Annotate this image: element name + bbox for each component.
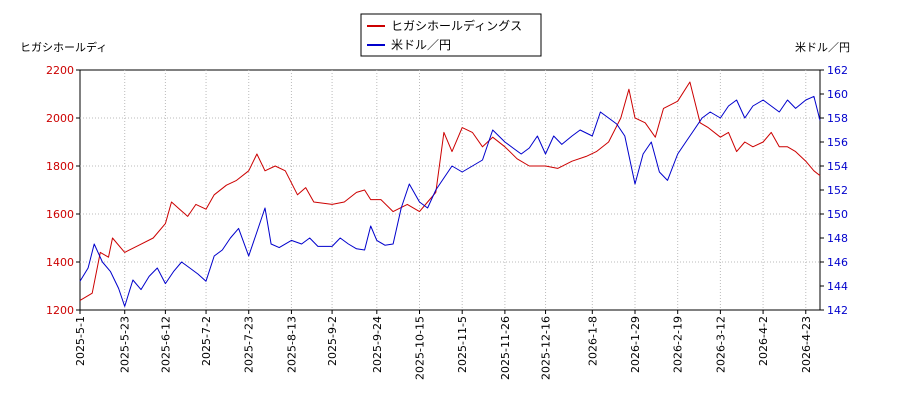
x-tick-label: 2025-9-2 — [326, 316, 339, 366]
right-tick-label: 160 — [827, 88, 848, 101]
legend: ヒガシホールディングス 米ドル／円 — [360, 13, 542, 57]
right-tick-label: 162 — [827, 64, 848, 77]
right-tick-label: 156 — [827, 136, 848, 149]
x-tick-label: 2025-7-2 — [200, 316, 213, 366]
x-tick-label: 2025-11-5 — [456, 316, 469, 373]
x-tick-label: 2025-7-23 — [243, 316, 256, 373]
grid — [80, 70, 820, 310]
x-tick-label: 2025-6-12 — [159, 316, 172, 373]
left-axis-ticks: 1200 1400 1600 1800 2000 2200 — [46, 64, 80, 317]
x-tick-label: 2026-1-29 — [629, 316, 642, 373]
right-axis-label: 米ドル／円 — [795, 41, 850, 54]
right-tick-label: 154 — [827, 160, 848, 173]
right-tick-label: 142 — [827, 304, 848, 317]
x-tick-label: 2025-5-23 — [119, 316, 132, 373]
legend-box — [360, 13, 542, 57]
left-tick-label: 2200 — [46, 64, 74, 77]
x-tick-label: 2025-9-24 — [371, 316, 384, 373]
right-tick-label: 144 — [827, 280, 848, 293]
x-tick-label: 2025-8-13 — [285, 316, 298, 373]
series-lines — [79, 81, 821, 307]
right-tick-label: 158 — [827, 112, 848, 125]
left-tick-label: 1600 — [46, 208, 74, 221]
right-tick-label: 148 — [827, 232, 848, 245]
left-tick-label: 1800 — [46, 160, 74, 173]
x-tick-label: 2025-12-16 — [540, 316, 553, 380]
x-tick-label: 2025-11-26 — [499, 316, 512, 380]
x-axis-ticks: 2025-5-1 2025-5-23 2025-6-12 2025-7-2 2025-7… — [74, 310, 813, 380]
plot-area — [79, 69, 821, 311]
series-line-stock — [79, 81, 821, 301]
series-line-usdjpy — [79, 95, 821, 307]
x-tick-label: 2026-4-2 — [757, 316, 770, 366]
x-tick-label: 2026-3-12 — [714, 316, 727, 373]
x-tick-label: 2026-1-8 — [586, 316, 599, 366]
right-tick-label: 150 — [827, 208, 848, 221]
right-tick-label: 152 — [827, 184, 848, 197]
x-tick-label: 2025-5-1 — [74, 316, 87, 366]
legend-label-stock: ヒガシホールディングス — [391, 18, 522, 33]
left-tick-label: 1200 — [46, 304, 74, 317]
right-axis-ticks: 142 144 146 148 150 152 154 156 158 160 162 — [820, 64, 848, 317]
x-tick-label: 2026-2-19 — [672, 316, 685, 373]
left-tick-label: 2000 — [46, 112, 74, 125]
right-tick-label: 146 — [827, 256, 848, 269]
x-tick-label: 2025-10-15 — [414, 316, 427, 380]
legend-label-usdjpy: 米ドル／円 — [391, 38, 451, 52]
left-tick-label: 1400 — [46, 256, 74, 269]
left-axis-label: ヒガシホールディ — [20, 40, 107, 54]
x-tick-label: 2026-4-23 — [800, 316, 813, 373]
